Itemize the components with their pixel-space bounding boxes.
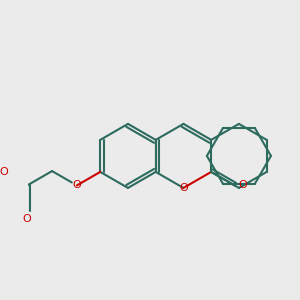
Text: O: O bbox=[73, 180, 81, 190]
Text: O: O bbox=[23, 214, 32, 224]
Text: O: O bbox=[0, 167, 8, 177]
Text: O: O bbox=[238, 180, 247, 190]
Text: O: O bbox=[179, 183, 188, 193]
